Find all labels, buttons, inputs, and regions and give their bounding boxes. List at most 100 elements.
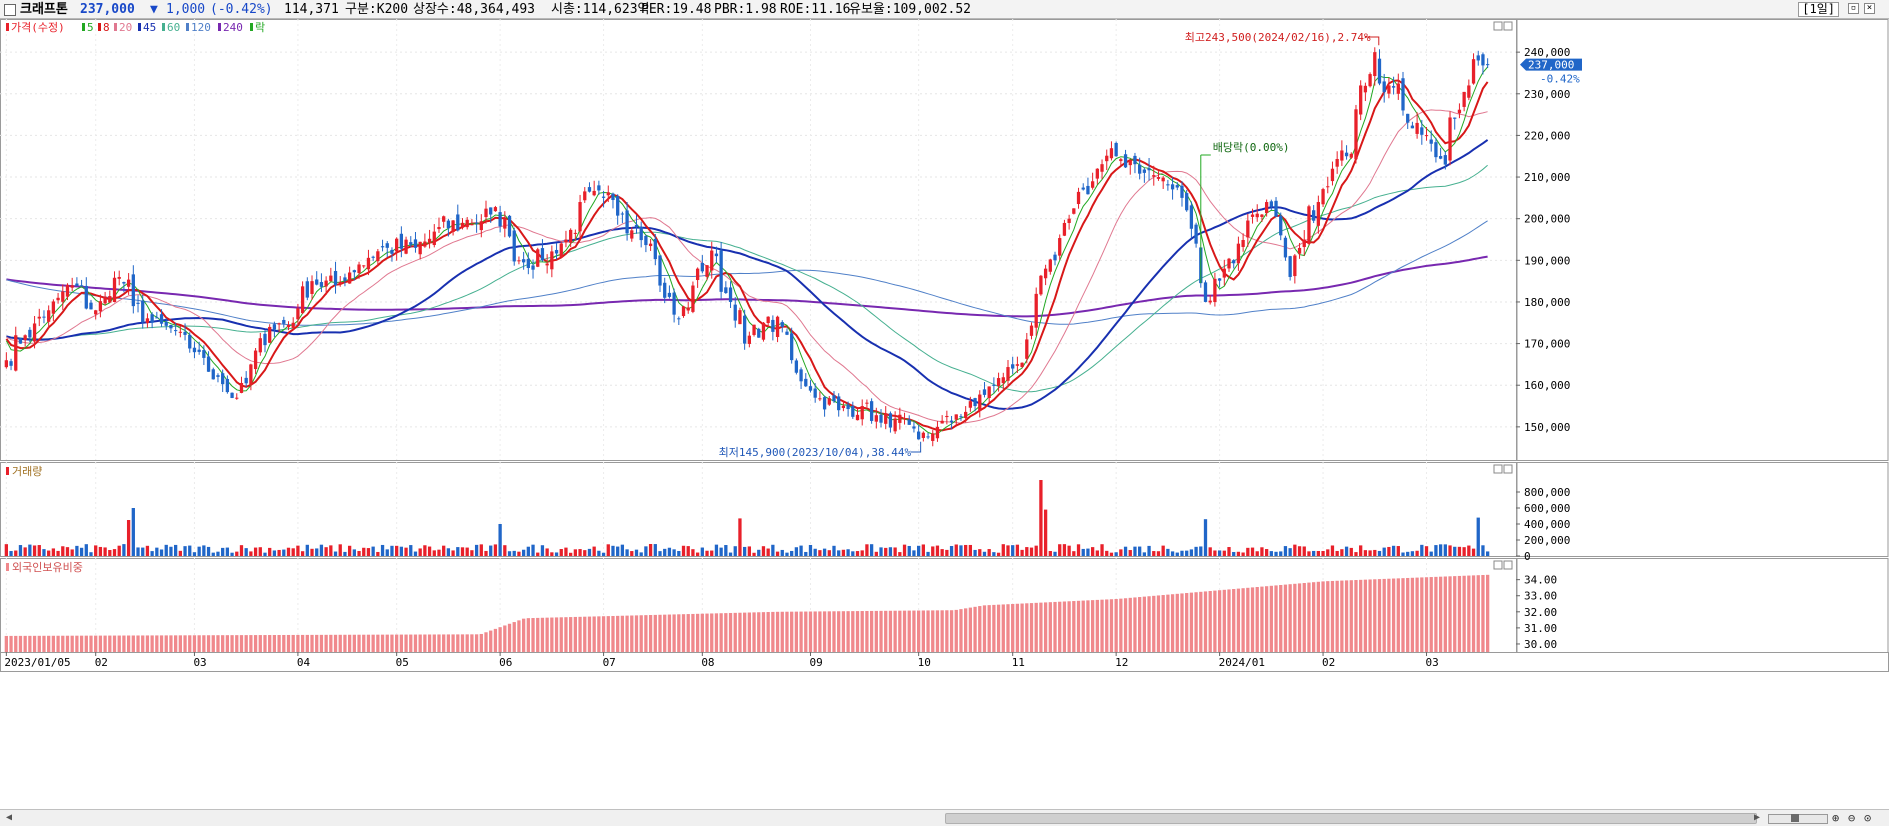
chart-area[interactable]: 240,000 230,000 220,000 210,000 200,000 190,0… — [0, 19, 1889, 809]
foreign-ownership-bar — [761, 612, 766, 652]
foreign-ownership-bar — [747, 612, 751, 652]
candle — [888, 413, 893, 428]
candle — [249, 364, 253, 385]
candle — [399, 233, 404, 249]
volume-bar — [982, 551, 987, 556]
volume-bar — [413, 551, 418, 556]
close-icon[interactable]: × — [1864, 3, 1875, 14]
volume-bar — [987, 549, 991, 556]
foreign-ownership-bar — [1152, 595, 1156, 652]
foreign-ownership-bar — [601, 616, 606, 652]
candle — [235, 397, 239, 399]
volume-bar — [1486, 551, 1490, 556]
volume-bar — [409, 545, 413, 556]
volume-bar — [569, 552, 573, 556]
candle — [211, 369, 215, 380]
stock-name[interactable]: 크래프톤 — [20, 2, 68, 17]
period-selector[interactable]: [1일] — [1798, 2, 1839, 17]
legend-swatch — [218, 23, 221, 31]
volume-bar — [268, 547, 272, 556]
panel-close-icon[interactable] — [1503, 21, 1513, 31]
foreign-ownership-bar — [94, 635, 98, 652]
panel-restore-icon[interactable] — [1493, 560, 1503, 570]
foreign-ownership-bar — [1288, 584, 1292, 652]
legend-label: 240 — [223, 21, 243, 34]
restore-icon[interactable]: ▫ — [1848, 3, 1859, 14]
foreign-ownership-bar — [1274, 585, 1278, 652]
candle — [1349, 153, 1353, 158]
candle — [987, 386, 991, 398]
foreign-ownership-bar — [413, 634, 418, 652]
foreign-ownership-bar — [145, 635, 150, 652]
volume-bar — [964, 544, 968, 556]
foreign-ownership-bar — [1076, 600, 1081, 652]
panel-restore-icon[interactable] — [1493, 464, 1503, 474]
foreign-ownership-bar — [1476, 575, 1480, 652]
candle — [1081, 187, 1085, 190]
foreign-ownership-bar — [282, 634, 286, 652]
scroll-left-icon[interactable]: ◀ — [5, 812, 13, 823]
volume-bar — [761, 546, 766, 556]
candle — [1208, 300, 1212, 303]
foreign-ownership-bar — [249, 635, 253, 652]
volume-bar — [1448, 545, 1452, 556]
foreign-ownership-bar — [790, 611, 794, 652]
candle — [1279, 215, 1283, 236]
volume-bar — [686, 546, 690, 556]
ma8-line — [5, 79, 1489, 432]
volume-bar — [456, 547, 460, 556]
foreign-ownership-bar — [1006, 604, 1010, 652]
foreign-ownership-bar — [310, 634, 314, 652]
volume-bar — [305, 544, 309, 556]
candle — [65, 284, 70, 297]
volume-bar — [296, 545, 300, 556]
volume-bar — [606, 544, 610, 556]
candle — [601, 196, 606, 198]
volume-bar — [1109, 552, 1114, 556]
date-label: 12 — [1115, 656, 1128, 669]
foreign-ownership-bar — [907, 610, 911, 652]
foreign-ownership-bar — [470, 634, 474, 652]
scroll-right-icon[interactable]: ▶ — [1753, 812, 1761, 823]
foreign-ownership-bar — [1406, 577, 1410, 652]
panel-restore-icon[interactable] — [1493, 21, 1503, 31]
foreign-ownership-bar — [230, 635, 234, 652]
panel-close-icon[interactable] — [1503, 560, 1513, 570]
zoom-out-icon[interactable]: ⊖ — [1848, 811, 1856, 825]
candle — [1203, 282, 1208, 302]
horizontal-scrollbar[interactable]: ◀ ▶ ⊕ ⊖ ⊙ — [0, 809, 1889, 826]
candle — [700, 262, 704, 272]
foreign-ownership-bar — [178, 635, 182, 652]
volume-bar — [1095, 550, 1099, 556]
foreign-ownership-bar — [639, 615, 643, 652]
candle — [611, 193, 615, 201]
zoom-slider[interactable] — [1768, 814, 1828, 824]
select-checkbox[interactable] — [4, 4, 16, 16]
legend-label: 60 — [167, 21, 180, 34]
foreign-ownership-bar — [347, 634, 352, 652]
candle — [592, 190, 596, 196]
candle — [183, 331, 187, 335]
candle — [550, 251, 554, 270]
date-label: 09 — [809, 656, 822, 669]
volume-bar — [846, 549, 850, 556]
foreign-ownership-bar — [1246, 587, 1250, 652]
candle — [1105, 155, 1109, 162]
high-price-leader — [1364, 36, 1380, 46]
volume-tick-label: 200,000 — [1524, 534, 1570, 547]
foreign-ownership-bar — [103, 635, 107, 652]
foreign-ownership-bar — [658, 614, 662, 652]
zoom-knob[interactable] — [1791, 814, 1799, 822]
scroll-thumb[interactable] — [945, 813, 1757, 824]
volume-bar — [37, 545, 41, 556]
candle — [639, 226, 643, 241]
volume-bar — [1434, 545, 1438, 556]
foreign-ownership-bar — [1123, 598, 1128, 652]
zoom-reset-icon[interactable]: ⊙ — [1864, 811, 1872, 825]
candle — [1222, 268, 1226, 278]
volume-bar — [385, 549, 389, 556]
zoom-in-icon[interactable]: ⊕ — [1832, 811, 1840, 825]
legend-swatch — [98, 23, 101, 31]
volume-bar — [446, 548, 451, 556]
panel-close-icon[interactable] — [1503, 464, 1513, 474]
